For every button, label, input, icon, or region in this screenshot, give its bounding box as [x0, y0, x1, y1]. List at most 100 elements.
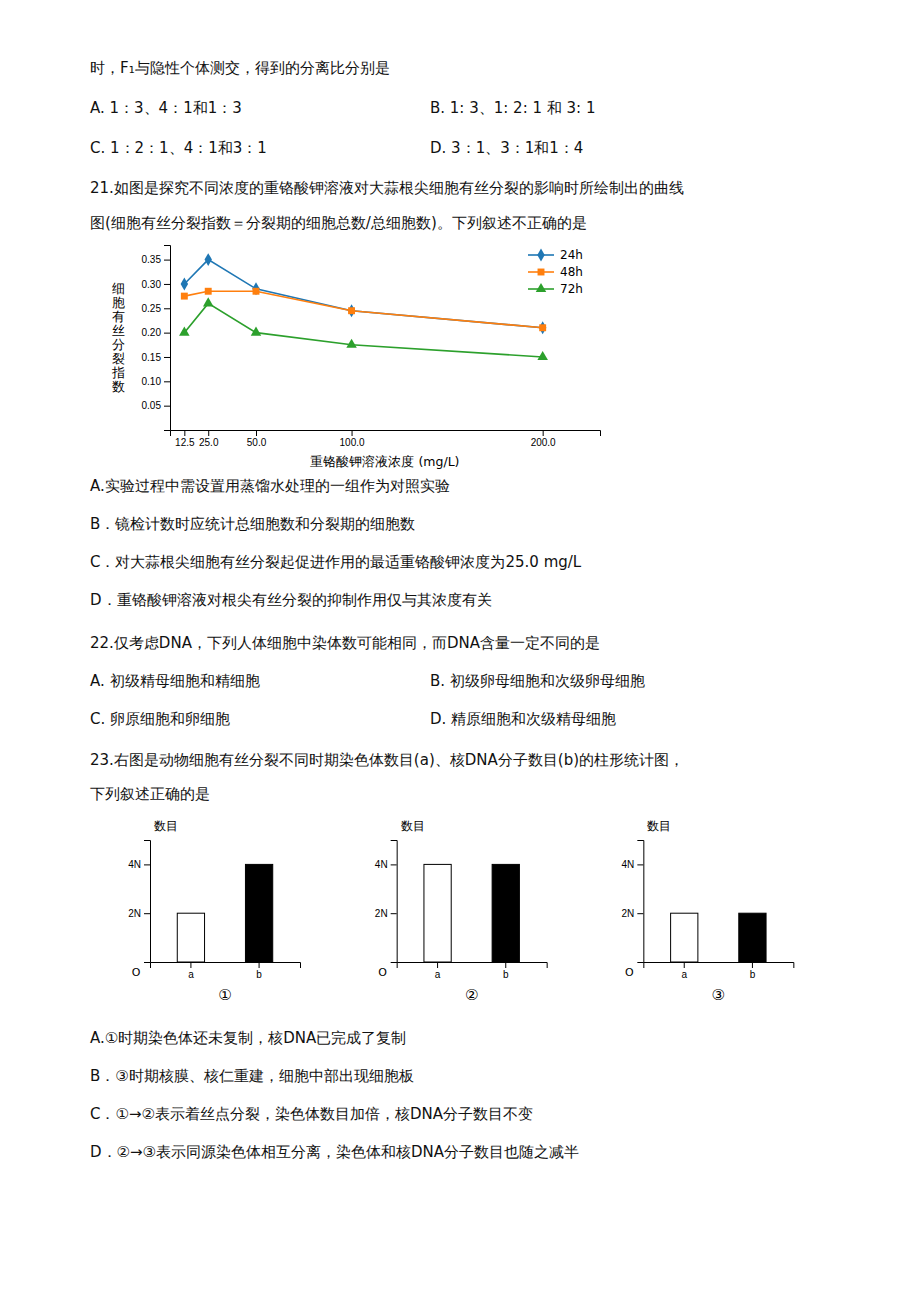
series-point — [348, 304, 355, 317]
tick: 0.20 — [142, 327, 170, 338]
tick: 2N — [375, 908, 397, 919]
tick-label: 100.0 — [340, 437, 365, 448]
tick: 100.0 — [340, 430, 365, 448]
page-text: A. 1：3、4：1和1：3 — [90, 99, 242, 117]
tick-mark — [256, 430, 257, 436]
tick: b — [750, 962, 756, 980]
plot-area — [177, 864, 272, 962]
page-text: A. 初级精母细胞和精细胞 — [90, 672, 260, 690]
tick-mark — [184, 430, 185, 436]
annotation: O — [625, 966, 634, 979]
x-axis: ab — [151, 962, 301, 980]
tick: b — [503, 962, 509, 980]
tick-label: 50.0 — [247, 437, 267, 448]
tick-mark — [164, 406, 170, 407]
plot-area — [671, 913, 766, 962]
page-text: B. 初级卵母细胞和次级卵母细胞 — [430, 672, 645, 690]
bar — [245, 864, 272, 962]
page-text: 22.仅考虑DNA，下列人体细胞中染体数可能相同，而DNA含量一定不同的是 — [90, 634, 600, 652]
y-axis-title: 数目 — [401, 819, 425, 833]
legend-label: 24h — [560, 248, 583, 262]
tick-mark — [164, 260, 170, 261]
page-text: C．对大蒜根尖细胞有丝分裂起促进作用的最适重铬酸钾浓度为25.0 mg/L — [90, 553, 582, 571]
bar — [424, 864, 451, 962]
tick-label: 0.35 — [142, 254, 162, 265]
tick: 0.05 — [142, 400, 170, 411]
y-axis: 0.050.100.150.200.250.300.35 — [142, 246, 171, 431]
tick-mark — [164, 284, 170, 285]
tick-label: 200.0 — [531, 437, 556, 448]
legend-swatch — [536, 283, 547, 292]
line-chart: 12.525.050.0100.0200.00.050.100.150.200.… — [111, 246, 601, 470]
bar — [177, 913, 204, 962]
page-text: 下列叙述正确的是 — [90, 785, 210, 803]
page: 时，F₁与隐性个体测交，得到的分离比分别是A. 1：3、4：1和1：3B. 1:… — [0, 0, 919, 1302]
tick-label: 2N — [128, 908, 141, 919]
series-point — [205, 253, 212, 266]
tick: 25.0 — [199, 430, 219, 448]
page-text: B. 1: 3、1: 2: 1 和 3: 1 — [430, 99, 595, 117]
tick-mark — [505, 962, 506, 968]
axis-line — [144, 841, 151, 963]
page-text: C. 1：2：1、4：1和3：1 — [90, 139, 267, 157]
legend-swatch — [537, 249, 544, 262]
tick-label: b — [256, 969, 262, 980]
page-text: A.①时期染色体还未复制，核DNA已完成了复制 — [90, 1029, 406, 1047]
tick-mark — [752, 962, 753, 968]
tick: a — [435, 962, 441, 980]
plot-area — [179, 253, 548, 360]
bar — [739, 913, 766, 962]
y-axis-title: 数目 — [154, 819, 178, 833]
bar-chart: ab2N4N数目O③ — [622, 819, 794, 1004]
tick-label: 0.15 — [142, 352, 162, 363]
tick: 0.15 — [142, 352, 170, 363]
bar — [671, 913, 698, 962]
tick-label: a — [435, 969, 441, 980]
page-text: C. 卵原细胞和卵细胞 — [90, 710, 230, 728]
tick-label: 4N — [622, 859, 635, 870]
plot-area — [424, 864, 519, 962]
x-axis: ab — [397, 962, 547, 980]
annotation: O — [378, 966, 387, 979]
tick-mark — [164, 381, 170, 382]
tick-mark — [164, 308, 170, 309]
page-text: D．②→③表示同源染色体相互分离，染色体和核DNA分子数目也随之减半 — [90, 1143, 579, 1161]
tick-label: 0.10 — [142, 376, 162, 387]
tick-label: 4N — [375, 859, 388, 870]
legend: 24h48h72h — [528, 248, 583, 296]
page-text: D．重铬酸钾溶液对根尖有丝分裂的抑制作用仅与其浓度有关 — [90, 591, 492, 609]
tick: 0.30 — [142, 279, 170, 290]
series-point — [253, 288, 260, 295]
y-axis: 2N 4N — [375, 841, 397, 963]
x-axis: 12.525.050.0100.0200.0 — [171, 430, 601, 448]
axis-line — [397, 963, 547, 969]
series-line — [184, 303, 542, 357]
series-point — [179, 327, 190, 336]
tick-label: b — [503, 969, 509, 980]
y-axis-title: 细胞有丝分裂指数 — [111, 281, 125, 394]
tick-mark — [144, 864, 150, 865]
tick: 2N — [128, 908, 150, 919]
tick-mark — [637, 913, 643, 914]
axis-line — [151, 963, 301, 969]
tick-mark — [684, 962, 685, 968]
series-point — [203, 297, 214, 306]
legend-label: 72h — [560, 282, 583, 296]
tick: 4N — [128, 859, 150, 870]
page-text: C．①→②表示着丝点分裂，染色体数目加倍，核DNA分子数目不变 — [90, 1105, 533, 1123]
tick: a — [681, 962, 687, 980]
axis-line — [644, 963, 794, 969]
series-point — [539, 324, 546, 331]
tick-mark — [190, 962, 191, 968]
tick-label: a — [681, 969, 687, 980]
axis-line — [164, 246, 171, 431]
tick-mark — [637, 864, 643, 865]
tick: 4N — [375, 859, 397, 870]
chart-title: ① — [218, 986, 231, 1004]
tick: 0.10 — [142, 376, 170, 387]
tick: 50.0 — [247, 430, 267, 448]
tick-label: 0.05 — [142, 400, 162, 411]
annotation: O — [132, 966, 141, 979]
bar — [492, 864, 519, 962]
page-text: D. 精原细胞和次级精母细胞 — [430, 710, 616, 728]
